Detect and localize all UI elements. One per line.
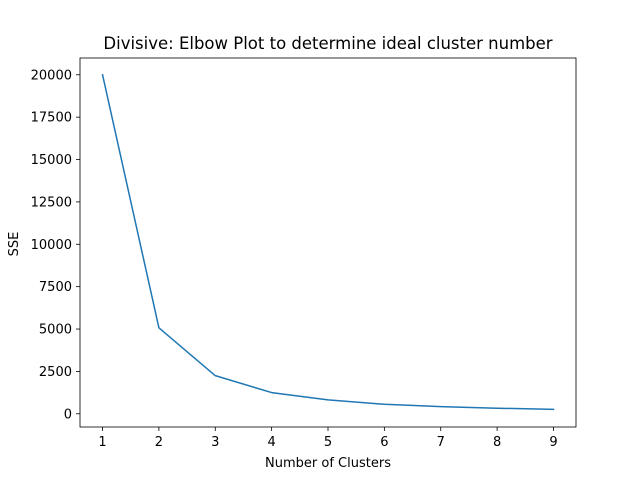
y-tick-label: 15000 [31, 153, 72, 168]
x-tick-label: 8 [493, 435, 501, 450]
x-tick-label: 1 [98, 435, 106, 450]
x-tick-label: 5 [324, 435, 332, 450]
x-tick-label: 9 [549, 435, 557, 450]
y-axis: 0 2500 5000 7500 10000 12500 15000 17500 20000 [31, 68, 80, 422]
y-axis-label: SSE [7, 232, 22, 257]
x-tick-label: 2 [155, 435, 163, 450]
x-axis-label: Number of Clusters [265, 456, 391, 471]
y-tick-label: 20000 [31, 68, 72, 83]
x-axis: 1 2 3 4 5 6 7 8 9 [98, 427, 558, 450]
y-tick-label: 12500 [31, 195, 72, 210]
y-tick-label: 0 [64, 407, 72, 422]
chart-title: Divisive: Elbow Plot to determine ideal … [103, 34, 552, 53]
x-tick-label: 6 [380, 435, 388, 450]
plot-frame [79, 57, 577, 428]
y-tick-label: 2500 [39, 365, 72, 380]
y-tick-label: 5000 [39, 323, 72, 338]
y-tick-label: 17500 [31, 111, 72, 126]
x-tick-label: 4 [267, 435, 275, 450]
x-tick-label: 7 [437, 435, 445, 450]
y-tick-label: 7500 [39, 280, 72, 295]
y-tick-label: 10000 [31, 238, 72, 253]
x-tick-label: 3 [211, 435, 219, 450]
plot-area [101, 73, 555, 411]
series-line [101, 73, 555, 411]
